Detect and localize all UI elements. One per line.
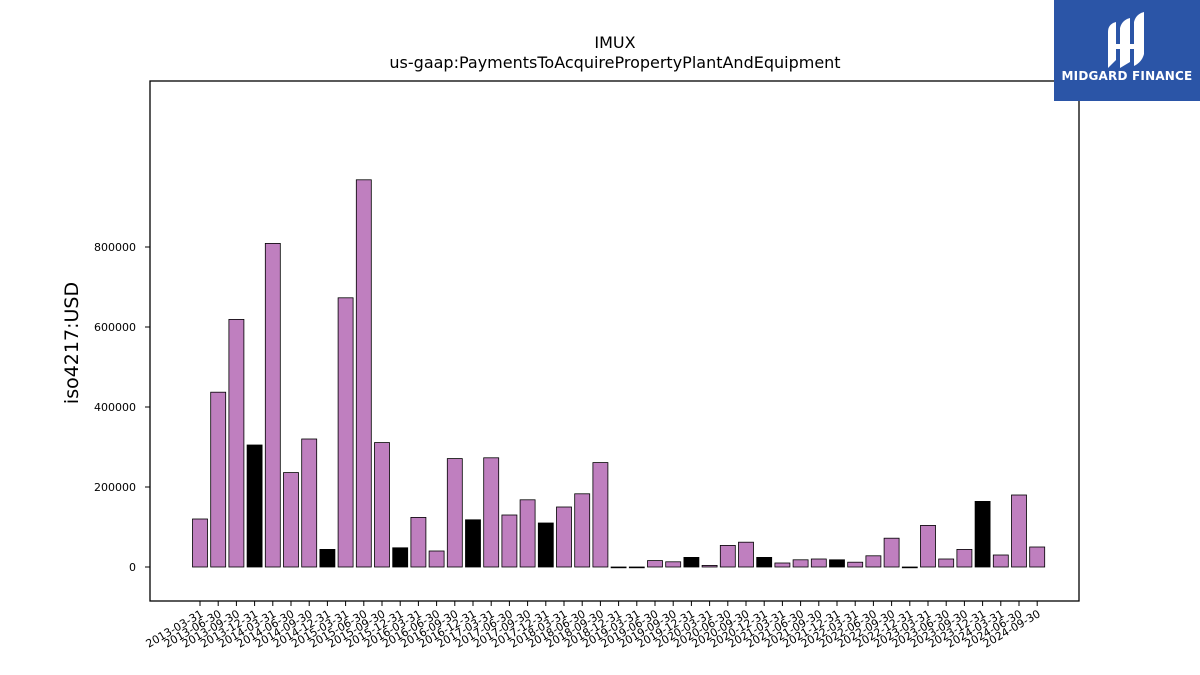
bar-2015-12-31 [392,547,409,568]
bar-2019-09-30 [665,561,682,568]
bar-2016-03-31 [410,517,427,568]
bar-2018-09-30 [592,462,609,568]
midgard-logo-icon [1108,12,1144,68]
bar-2014-06-30 [283,472,299,568]
bar-2023-06-30 [938,558,955,568]
bar-2020-12-31 [756,557,773,568]
bar-2016-12-31 [465,519,481,568]
bar-2019-03-31 [628,566,645,569]
bar-2013-09-30 [228,318,245,568]
bar-2020-06-30 [719,545,736,568]
bar-2023-09-30 [956,549,973,568]
bar-2021-09-30 [810,558,827,568]
y-tick-label: 0 [129,561,136,574]
bars-group [192,179,1046,569]
bar-2014-09-30 [301,438,318,568]
midgard-finance-logo: MIDGARD FINANCE [1054,0,1200,101]
bar-2017-06-30 [501,514,518,568]
y-axis: 0 200000 400000 600000 800000 [94,241,150,574]
chart-subtitle: us-gaap:PaymentsToAcquirePropertyPlantAn… [389,53,840,72]
bar-2018-03-31 [556,506,572,568]
bar-2024-03-31 [992,554,1009,568]
y-axis-label: iso4217:USD [61,282,83,404]
bar-2024-06-30 [1011,494,1027,568]
bar-2017-12-31 [537,522,554,568]
bar-2020-09-30 [738,541,754,568]
bar-2016-06-30 [428,550,445,568]
bar-2014-03-31 [264,242,281,568]
bar-2013-12-31 [246,444,263,568]
bar-2015-09-30 [374,442,390,568]
bar-2019-06-30 [647,560,663,568]
bar-2015-03-31 [337,297,354,568]
bar-2022-06-30 [865,555,882,568]
bar-2014-12-31 [319,549,336,568]
bar-2017-03-31 [483,457,500,568]
y-tick-label: 200000 [94,481,136,494]
bar-2017-09-30 [519,499,536,568]
bar-2023-12-31 [974,500,991,568]
bar-2022-09-30 [883,537,900,568]
bar-2021-03-31 [774,562,791,568]
bar-2022-12-31 [901,566,918,569]
bar-2020-03-31 [701,565,718,568]
bar-2022-03-31 [847,561,864,568]
bar-2016-09-30 [446,458,463,568]
logo-text: MIDGARD FINANCE [1061,69,1193,83]
x-axis: 2013-03-312013-06-302013-09-302013-12-31… [144,601,1043,651]
bar-2018-12-31 [610,566,627,569]
bar-2018-06-30 [574,493,591,568]
bar-2015-06-30 [355,179,372,568]
bar-2024-09-30 [1029,546,1046,568]
bar-2013-03-31 [192,518,208,568]
bar-2013-06-30 [210,391,227,568]
y-tick-label: 400000 [94,401,136,414]
y-tick-label: 800000 [94,241,136,254]
bar-2021-12-31 [829,559,845,568]
y-tick-label: 600000 [94,321,136,334]
bar-2021-06-30 [792,559,809,568]
plot-frame [149,80,1080,602]
chart-title: IMUX [594,33,635,52]
bar-2019-12-31 [683,557,700,568]
bar-2023-03-31 [920,525,936,568]
